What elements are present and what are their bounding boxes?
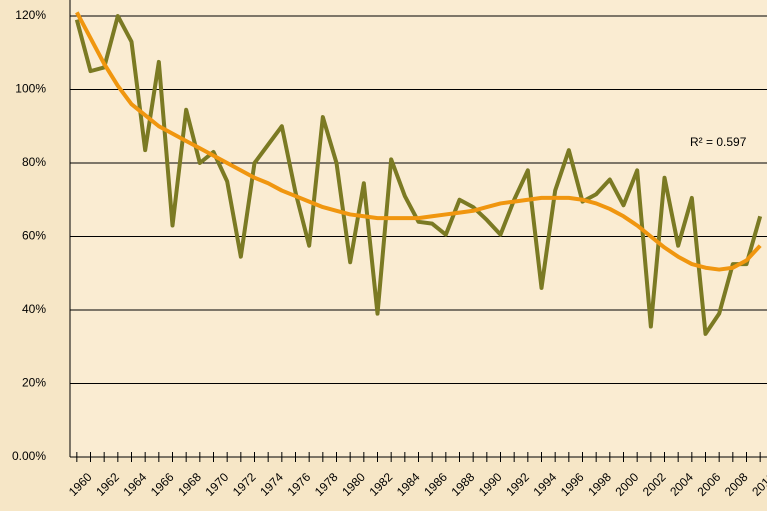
series-line [75, 11, 762, 272]
y-tick-label: 60% [22, 229, 46, 243]
y-tick-label: 20% [22, 376, 46, 390]
y-tick-label: 40% [22, 302, 46, 316]
series-line [74, 14, 763, 336]
annotation: R² = 0.597 [690, 135, 747, 149]
plot-area [70, 0, 767, 457]
y-tick-label: 120% [15, 8, 46, 22]
y-tick-label: 0.00% [12, 449, 46, 463]
y-tick-label: 80% [22, 155, 46, 169]
y-tick-label: 100% [15, 82, 46, 96]
